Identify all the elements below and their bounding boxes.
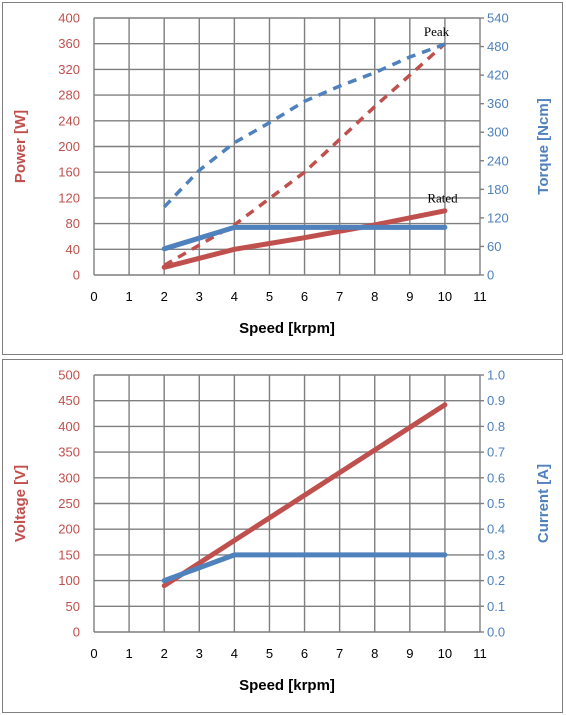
left-axis-tick-label: 360 — [58, 36, 80, 51]
left-axis-tick-label: 160 — [58, 165, 80, 180]
right-axis-title: Torque [Ncm] — [535, 98, 552, 194]
annotation-label: Peak — [424, 24, 450, 39]
grid — [93, 374, 484, 633]
right-axis-tick-label: 420 — [487, 68, 509, 83]
left-axis-tick-label: 200 — [58, 522, 80, 537]
x-axis-tick-label: 0 — [90, 646, 97, 661]
left-axis-tick-label: 240 — [58, 113, 80, 128]
left-axis-tick-label: 80 — [66, 216, 80, 231]
right-axis-tick-label: 0.7 — [487, 445, 505, 460]
left-axis-title: Power [W] — [12, 110, 29, 183]
right-axis-title: Current [A] — [535, 464, 552, 543]
x-axis-tick-label: 11 — [473, 289, 487, 304]
right-axis-tick-label: 0 — [487, 268, 494, 283]
x-axis-tick-label: 5 — [266, 289, 273, 304]
series-group — [161, 402, 448, 589]
right-axis-tick-label: 120 — [487, 210, 509, 225]
left-axis-tick-label: 40 — [66, 242, 80, 257]
x-axis-tick-label: 1 — [125, 289, 132, 304]
right-axis-tick-label: 0.3 — [487, 547, 505, 562]
left-axis-red-solid-series-line — [161, 402, 448, 589]
right-axis-tick-label: 60 — [487, 239, 501, 254]
left-axis-tick-label: 100 — [58, 573, 80, 588]
x-axis-tick-label: 8 — [371, 289, 378, 304]
x-axis-tick-label: 4 — [231, 289, 238, 304]
left-axis-tick-label: 50 — [66, 599, 80, 614]
right-axis-tick-label: 1.0 — [487, 368, 505, 383]
right-axis-tick-label: 0.2 — [487, 573, 505, 588]
left-axis-tick-label: 500 — [58, 368, 80, 383]
voltage-current-chart-panel: 0 50 100 150 200 250 300 350 400 450 500 0.0 0.1 0.2 0… — [2, 359, 563, 713]
voltage-current-chart: 0501001502002503003504004505000.00.10.20… — [12, 368, 552, 695]
left-axis-tick-label: 400 — [58, 419, 80, 434]
x-axis-tick-label: 1 — [125, 646, 132, 661]
left-axis-tick-label: 300 — [58, 470, 80, 485]
x-axis-tick-label: 3 — [196, 646, 203, 661]
x-axis-tick-label: 7 — [336, 289, 343, 304]
right-axis-tick-label: 0.9 — [487, 393, 505, 408]
x-axis-tick-label: 7 — [336, 646, 343, 661]
left-axis-tick-label: 150 — [58, 547, 80, 562]
right-axis-tick-label: 0.0 — [487, 625, 505, 640]
right-axis-tick-label: 540 — [487, 11, 509, 26]
right-axis-tick-label: 240 — [487, 153, 509, 168]
right-axis-tick-label: 0.6 — [487, 470, 505, 485]
x-axis-tick-label: 0 — [90, 289, 97, 304]
x-axis-tick-label: 3 — [196, 289, 203, 304]
power-torque-chart-panel: 0 40 80 120 160 200 240 280 320 360 400 0 60 120 180 24… — [2, 2, 563, 355]
x-axis-tick-label: 2 — [161, 646, 168, 661]
left-axis-tick-label: 0 — [73, 625, 80, 640]
right-axis-tick-label: 0.5 — [487, 496, 505, 511]
left-axis-tick-label: 350 — [58, 445, 80, 460]
annotation-label: Rated — [427, 190, 458, 205]
left-axis-tick-label: 400 — [58, 11, 80, 26]
right-axis-tick-label: 0.8 — [487, 419, 505, 434]
grid — [93, 17, 484, 276]
x-axis-tick-label: 5 — [266, 646, 273, 661]
x-axis-tick-label: 9 — [406, 646, 413, 661]
right-axis-tick-label: 300 — [487, 125, 509, 140]
power-torque-chart: 0408012016020024028032036040006012018024… — [12, 11, 552, 338]
x-axis-tick-label: 6 — [301, 289, 308, 304]
series-group — [161, 42, 448, 270]
x-axis-title: Speed [krpm] — [239, 677, 335, 694]
x-axis-tick-label: 2 — [161, 289, 168, 304]
right-axis-tick-label: 0.1 — [487, 599, 505, 614]
left-axis-tick-label: 120 — [58, 190, 80, 205]
right-axis-tick-label: 180 — [487, 182, 509, 197]
x-axis-tick-label: 8 — [371, 646, 378, 661]
x-axis-tick-label: 10 — [438, 646, 452, 661]
left-axis-tick-label: 0 — [73, 268, 80, 283]
x-axis-tick-label: 4 — [231, 646, 238, 661]
x-axis-tick-label: 10 — [438, 289, 452, 304]
left-axis-tick-label: 320 — [58, 62, 80, 77]
left-axis-tick-label: 200 — [58, 139, 80, 154]
x-axis-tick-label: 9 — [406, 289, 413, 304]
left-axis-tick-label: 250 — [58, 496, 80, 511]
right-axis-tick-label: 480 — [487, 39, 509, 54]
left-axis-tick-label: 280 — [58, 88, 80, 103]
left-axis-tick-label: 450 — [58, 393, 80, 408]
left-axis-title: Voltage [V] — [12, 465, 29, 542]
right-axis-tick-label: 0.4 — [487, 522, 505, 537]
x-axis-title: Speed [krpm] — [239, 320, 335, 337]
x-axis-tick-label: 6 — [301, 646, 308, 661]
right-axis-tick-label: 360 — [487, 96, 509, 111]
x-axis-tick-label: 11 — [473, 646, 487, 661]
